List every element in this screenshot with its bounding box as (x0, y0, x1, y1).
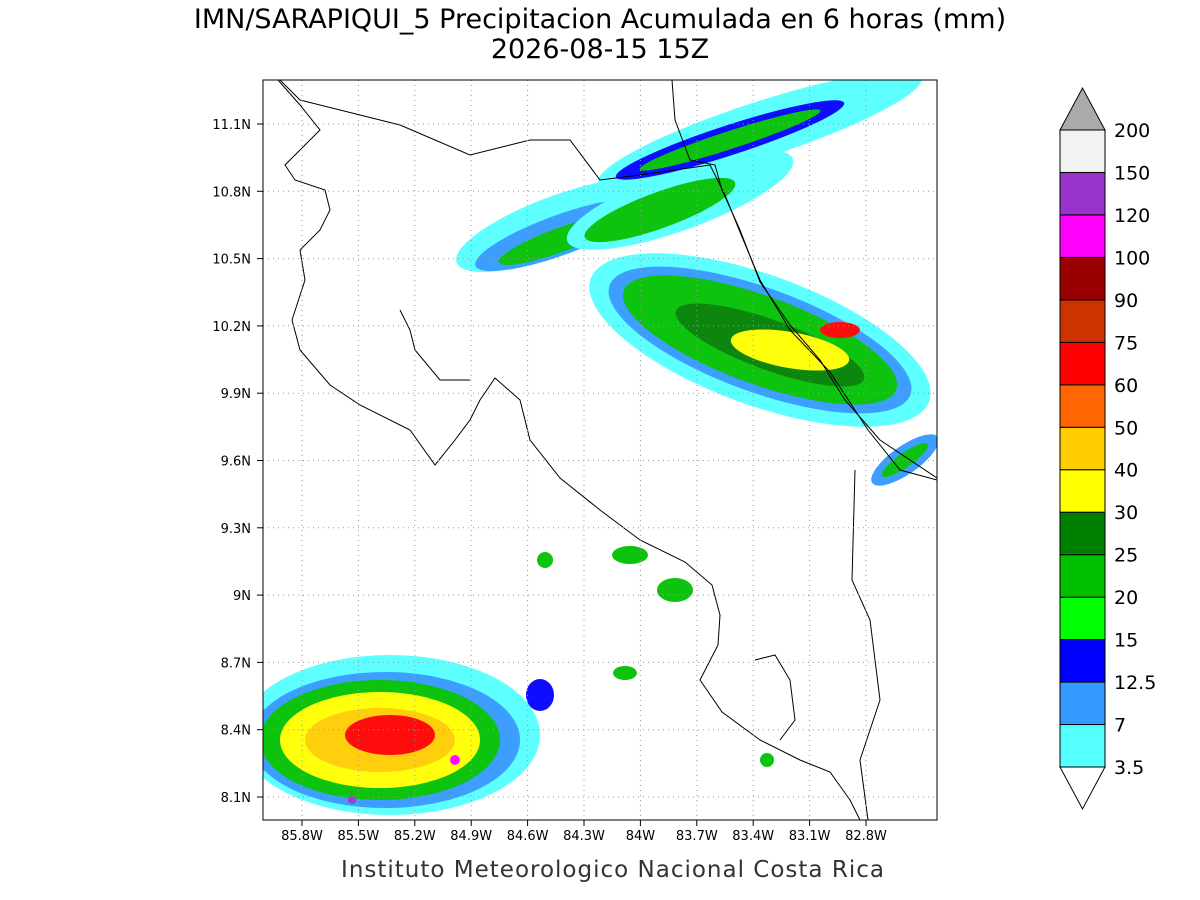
colorbar-box (1059, 214, 1106, 258)
colorbar-box (1059, 554, 1106, 598)
lon-label: 82.8W (845, 829, 887, 844)
colorbar-label: 30 (1114, 502, 1138, 524)
colorbar: 3.5 7 12.5 15 20 25 30 40 50 60 75 90 100 120 150 200 (1059, 86, 1156, 811)
title: IMN/SARAPIQUI_5 Precipitacion Acumulada … (194, 4, 1006, 35)
lat-label: 10.8N (212, 185, 251, 200)
lat-label: 9.3N (221, 522, 251, 537)
colorbar-label: 90 (1114, 290, 1138, 312)
colorbar-label: 40 (1114, 460, 1138, 482)
lat-label: 11.1N (212, 118, 251, 133)
lat-label: 8.7N (221, 656, 251, 671)
osa-coast (754, 654, 796, 741)
colorbar-label: 75 (1114, 332, 1138, 354)
lat-label: 10.2N (212, 320, 251, 335)
colorbar-label: 150 (1114, 162, 1150, 184)
graticule: 11.1N 10.8N 10.5N 10.2N 9.9N 9.6N 9.3N 9N 8.7N 8.… (212, 80, 937, 844)
colorbar-box (1059, 341, 1106, 386)
colorbar-box (1059, 299, 1106, 343)
lon-label: 85.2W (394, 829, 436, 844)
colorbar-label: 120 (1114, 205, 1150, 227)
colorbar-label: 50 (1114, 417, 1138, 439)
colorbar-box (1059, 681, 1106, 726)
lon-label: 84W (626, 829, 656, 844)
lon-label: 85.8W (281, 829, 323, 844)
colorbar-box (1059, 469, 1106, 513)
colorbar-box (1059, 511, 1106, 556)
border-north (279, 80, 937, 481)
lat-label: 10.5N (212, 253, 251, 268)
lon-label: 83.7W (676, 829, 718, 844)
lat-label: 9.6N (221, 455, 251, 470)
colorbar-box (1059, 384, 1106, 428)
colorbar-label: 15 (1114, 630, 1138, 652)
colorbar-label: 12.5 (1114, 672, 1156, 694)
colorbar-box (1059, 129, 1106, 173)
footer: Instituto Meteorologico Nacional Costa R… (341, 857, 885, 883)
colorbar-under (1059, 766, 1106, 811)
caribbean-coast (671, 80, 937, 479)
colorbar-label: 100 (1114, 247, 1150, 269)
lon-label: 84.9W (450, 829, 492, 844)
lon-label: 84.6W (507, 829, 549, 844)
lat-label: 8.4N (221, 724, 251, 739)
lon-label: 84.3W (563, 829, 605, 844)
lon-label: 83.4W (732, 829, 774, 844)
lat-label: 9N (233, 589, 251, 604)
gulf-coast (399, 309, 470, 381)
subtitle: 2026-08-15 15Z (491, 34, 709, 65)
lon-label: 83.1W (789, 829, 831, 844)
colorbar-box (1059, 426, 1106, 471)
lon-label: 85.5W (337, 829, 379, 844)
colorbar-label: 200 (1114, 120, 1150, 142)
colorbar-label: 7 (1114, 715, 1126, 737)
map-frame (262, 79, 938, 821)
lat-label: 9.9N (221, 387, 251, 402)
colorbar-label: 3.5 (1114, 757, 1144, 779)
pacific-coast (277, 80, 861, 820)
colorbar-label: 20 (1114, 587, 1138, 609)
colorbar-box (1059, 639, 1106, 683)
colorbar-box (1059, 724, 1106, 768)
colorbar-label: 60 (1114, 375, 1138, 397)
colorbar-box (1059, 256, 1106, 301)
panama-border (851, 469, 881, 820)
colorbar-box (1059, 596, 1106, 641)
colorbar-over (1059, 86, 1106, 131)
colorbar-label: 25 (1114, 545, 1138, 567)
precipitation-field (263, 80, 937, 820)
colorbar-box (1059, 171, 1106, 216)
lat-label: 8.1N (221, 791, 251, 806)
